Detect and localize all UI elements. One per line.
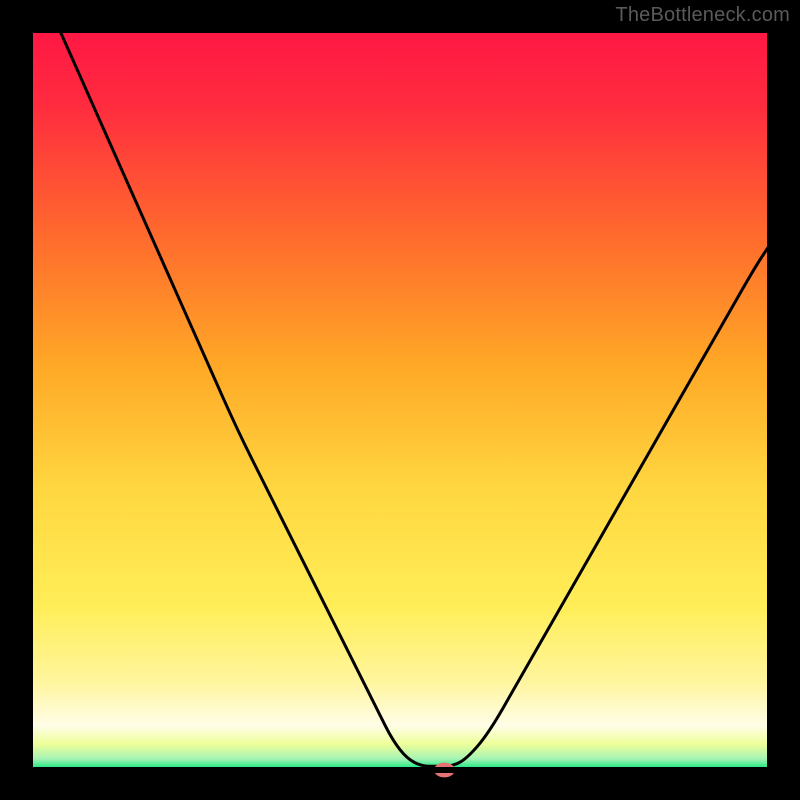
chart-container: TheBottleneck.com: [0, 0, 800, 800]
bottleneck-chart: [0, 0, 800, 800]
chart-gradient-bg: [30, 30, 770, 770]
